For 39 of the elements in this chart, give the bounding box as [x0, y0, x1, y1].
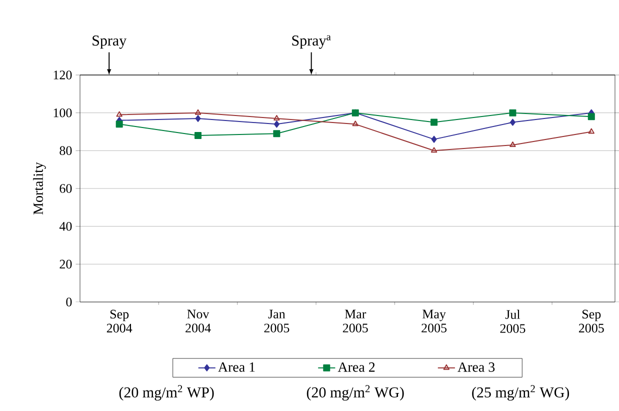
x-tick-label: Sep 2005 [578, 310, 604, 333]
point [352, 120, 358, 126]
y-tick-label: 20 [60, 260, 72, 269]
point [430, 147, 438, 153]
point [431, 136, 437, 143]
x-tick-label: Sep 2004 [106, 310, 132, 333]
text: (20 mg/m$^{2}$ WP) [119, 385, 214, 401]
text: (25 mg/m$^{2}$ WG) [472, 385, 570, 401]
point [274, 115, 280, 120]
point [510, 118, 516, 126]
text: (20 mg/m$^{2}$ WG) [306, 385, 404, 401]
legend-label: Area 2 [338, 362, 375, 372]
x-tick-label: Jan 2005 [264, 310, 290, 332]
y-tick-label: 0 [66, 298, 72, 306]
legend-label: Area 3 [458, 362, 495, 372]
y-tick-label: 120 [54, 70, 72, 80]
point [588, 128, 594, 134]
point [195, 115, 201, 122]
x-tick-label: Jul 2005 [500, 310, 526, 333]
x-tick-label: Nov 2004 [186, 310, 211, 332]
text: Spray$^{a}$ [292, 35, 331, 49]
point [194, 132, 202, 140]
x-tick-label: May 2005 [422, 310, 447, 332]
text: Spray [92, 36, 127, 49]
y-tick-label: 40 [59, 222, 72, 231]
point [510, 141, 516, 147]
y-tick-label: 100 [54, 108, 72, 118]
point [116, 120, 123, 128]
point [194, 109, 202, 115]
point [430, 118, 438, 126]
x-tick-label: Mar 2005 [342, 310, 368, 332]
point [273, 130, 280, 138]
y-tick-label: 60 [60, 184, 72, 193]
point [509, 109, 516, 116]
point [588, 113, 595, 120]
point [274, 120, 280, 128]
legend-label: Area 1 [218, 362, 255, 372]
y-tick-label: 80 [60, 146, 72, 156]
y-axis-title: Mortality [33, 162, 46, 215]
